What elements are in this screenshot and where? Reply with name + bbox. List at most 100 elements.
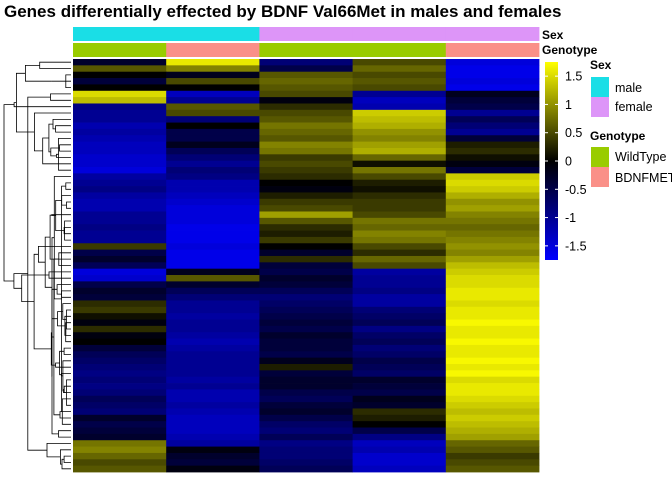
heatmap-cell bbox=[259, 65, 353, 73]
dendrogram-branch bbox=[64, 220, 71, 241]
dendrogram-branch bbox=[49, 214, 71, 260]
heatmap-cell bbox=[352, 154, 447, 162]
heatmap-cell bbox=[166, 109, 260, 117]
heatmap-cell bbox=[445, 402, 540, 409]
heatmap-cell bbox=[259, 173, 353, 181]
heatmap-cell bbox=[73, 90, 167, 98]
heatmap-cell bbox=[259, 287, 353, 295]
heatmap-cell bbox=[259, 294, 353, 301]
heatmap-cell bbox=[166, 376, 260, 384]
heatmap-cell bbox=[259, 338, 353, 346]
heatmap-cell bbox=[73, 97, 167, 104]
heatmap-cell bbox=[73, 211, 167, 219]
heatmap-cell bbox=[73, 84, 167, 92]
heatmap-cell bbox=[352, 186, 447, 193]
dendrogram-branch bbox=[51, 318, 59, 435]
heatmap-cell bbox=[166, 446, 260, 454]
heatmap-cell bbox=[166, 402, 260, 409]
heatmap-cell bbox=[73, 192, 167, 200]
sex-track-label: Sex bbox=[542, 28, 564, 42]
heatmap-cell bbox=[352, 414, 447, 422]
heatmap-cell bbox=[259, 332, 353, 339]
heatmap-cell bbox=[73, 459, 167, 467]
genotype-annotation-cell bbox=[166, 43, 260, 57]
heatmap-cell bbox=[259, 249, 353, 257]
heatmap-cell bbox=[259, 71, 353, 79]
heatmap-cell bbox=[259, 376, 353, 384]
dendrogram-branch bbox=[25, 65, 52, 82]
legend-swatch-female bbox=[591, 97, 609, 117]
heatmap-cell bbox=[73, 357, 167, 365]
dendrogram-branch bbox=[51, 214, 71, 216]
heatmap-cell bbox=[166, 408, 260, 416]
heatmap-cell bbox=[259, 452, 353, 460]
heatmap-cell bbox=[352, 78, 447, 85]
dendrogram-branch bbox=[61, 290, 71, 298]
heatmap-cell bbox=[352, 97, 447, 104]
heatmap-cell bbox=[352, 421, 447, 428]
heatmap-cell bbox=[445, 376, 540, 384]
heatmap-cell bbox=[445, 351, 540, 359]
heatmap-cell bbox=[259, 357, 353, 365]
heatmap-cell bbox=[259, 427, 353, 435]
heatmap-cell bbox=[73, 179, 167, 187]
heatmap-cell bbox=[445, 128, 540, 136]
heatmap-cell bbox=[166, 262, 260, 270]
heatmap-cell bbox=[259, 211, 353, 219]
heatmap-cell bbox=[445, 97, 540, 104]
heatmap-cell bbox=[259, 205, 353, 212]
heatmap-cell bbox=[259, 147, 353, 155]
dendrogram-branch bbox=[59, 350, 65, 376]
heatmap-cell bbox=[73, 122, 167, 130]
heatmap-cell bbox=[166, 84, 260, 92]
heatmap-cell bbox=[352, 287, 447, 295]
heatmap-cell bbox=[352, 192, 447, 200]
dendrogram-branch bbox=[63, 389, 71, 393]
dendrogram-branch bbox=[57, 311, 65, 327]
heatmap-cell bbox=[445, 408, 540, 416]
heatmap-cell bbox=[352, 65, 447, 73]
heatmap-cell bbox=[166, 167, 260, 174]
heatmap-cell bbox=[259, 325, 353, 333]
heatmap-cell bbox=[166, 224, 260, 231]
heatmap-cell bbox=[352, 167, 447, 174]
heatmap-cell bbox=[166, 255, 260, 263]
dendrogram-branch bbox=[53, 176, 71, 300]
heatmap-cell bbox=[166, 300, 260, 308]
heatmap-cell bbox=[352, 465, 447, 473]
heatmap-cell bbox=[73, 319, 167, 327]
heatmap-cell bbox=[445, 186, 540, 193]
heatmap-cell bbox=[259, 243, 353, 251]
heatmap-cell bbox=[73, 363, 167, 371]
dendrogram-branch bbox=[50, 93, 71, 101]
heatmap-cell bbox=[259, 300, 353, 308]
heatmap-cell bbox=[259, 262, 353, 270]
dendrogram-branch bbox=[15, 72, 35, 133]
genotype-annotation-cell bbox=[445, 43, 540, 57]
heatmap-cell bbox=[166, 192, 260, 200]
dendrogram-branch bbox=[56, 284, 71, 295]
heatmap-cell bbox=[445, 262, 540, 270]
heatmap-cell bbox=[166, 211, 260, 219]
heatmap-cell bbox=[259, 128, 353, 136]
heatmap-cell bbox=[166, 344, 260, 352]
heatmap-cell bbox=[73, 65, 167, 73]
heatmap-cell bbox=[259, 255, 353, 263]
heatmap-cell bbox=[445, 268, 540, 276]
dendrogram-branch bbox=[65, 182, 71, 190]
heatmap-cell bbox=[352, 383, 447, 390]
heatmap-cell bbox=[445, 389, 540, 397]
heatmap-cell bbox=[166, 205, 260, 212]
heatmap-cell bbox=[352, 300, 447, 308]
heatmap-cell bbox=[445, 287, 540, 295]
dendrogram-branch bbox=[60, 449, 71, 465]
heatmap-cell bbox=[166, 281, 260, 289]
heatmap-cell bbox=[352, 205, 447, 212]
heatmap-cell bbox=[445, 294, 540, 301]
heatmap-cell bbox=[259, 414, 353, 422]
heatmap-cell bbox=[259, 440, 353, 447]
heatmap-cell bbox=[445, 414, 540, 422]
dendrogram-branch bbox=[53, 258, 60, 416]
heatmap-cell bbox=[259, 179, 353, 187]
dendrogram-branch bbox=[39, 61, 71, 69]
